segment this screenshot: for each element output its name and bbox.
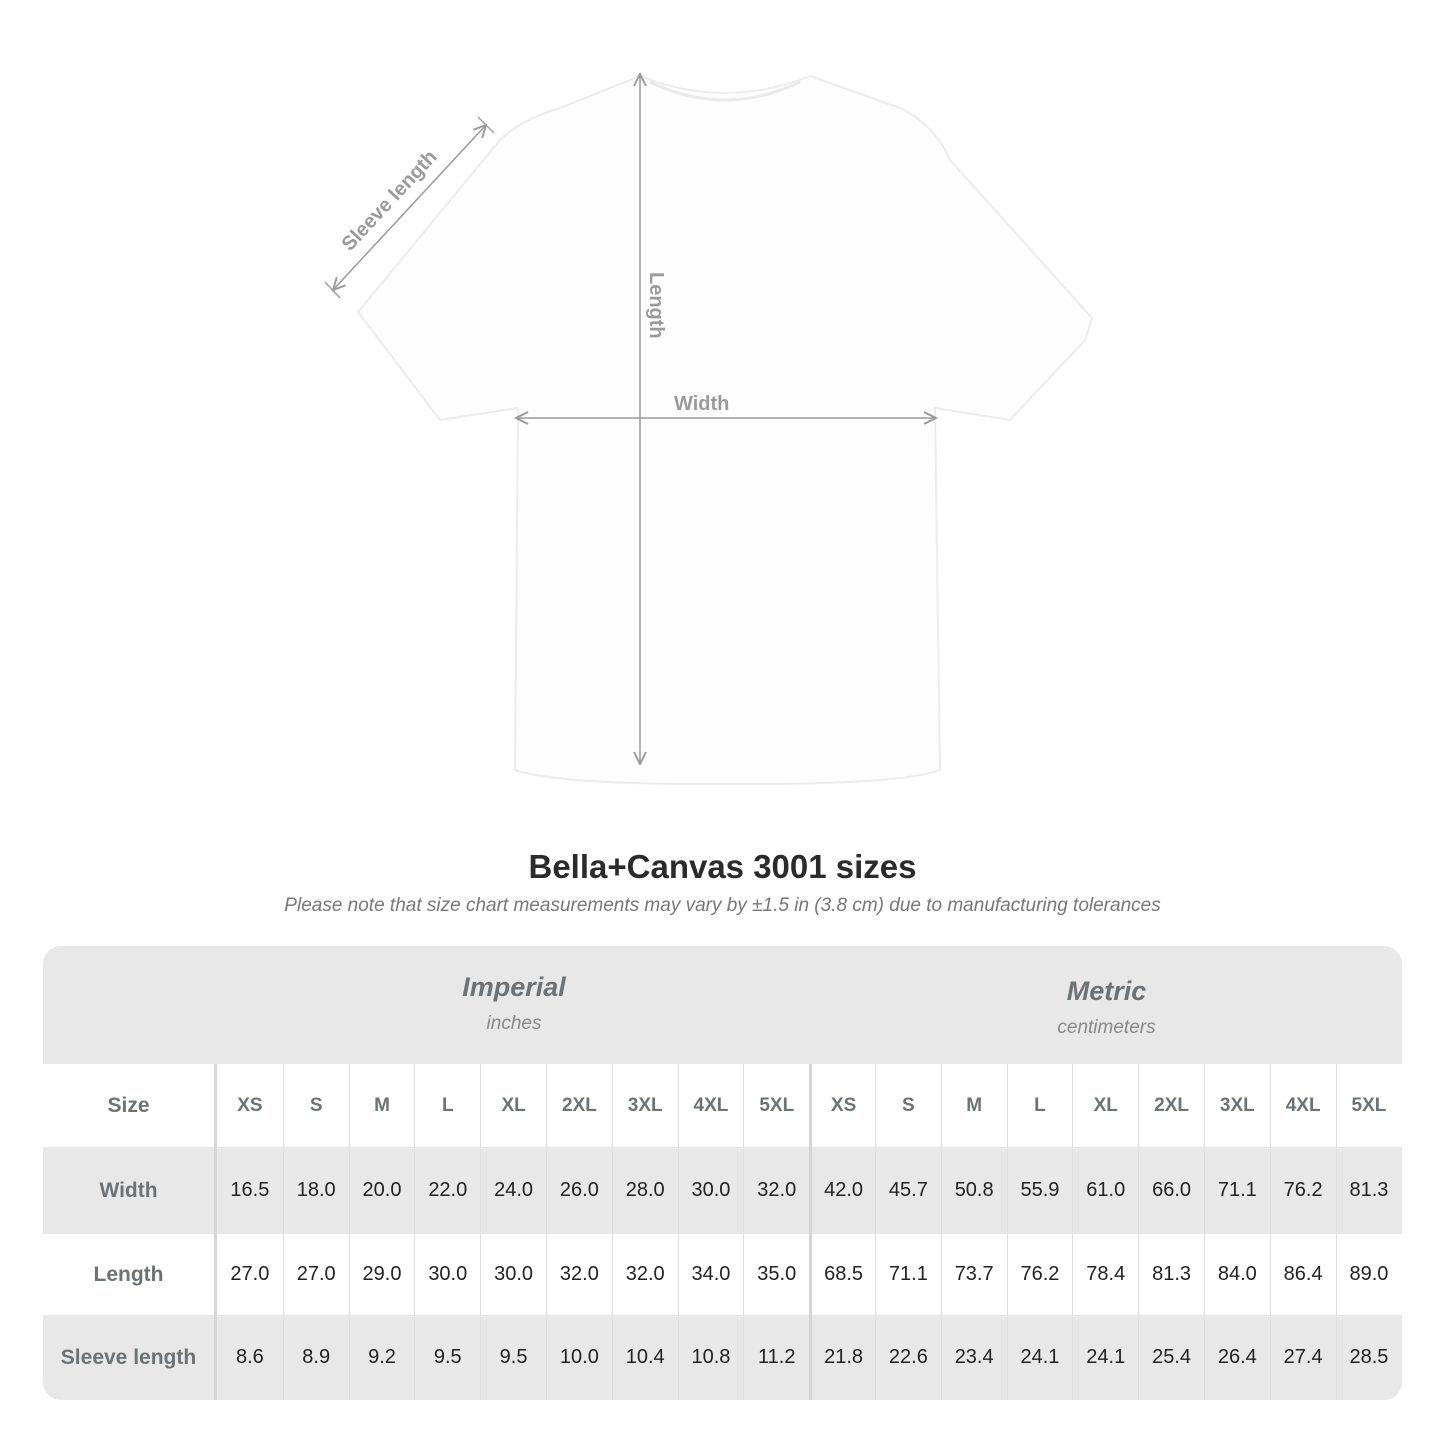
value-cell-imperial: 30.0 (480, 1234, 546, 1315)
value-cell-metric: 25.4 (1138, 1315, 1204, 1400)
value-cell-imperial: 10.0 (545, 1315, 612, 1400)
length-label: Length (645, 272, 667, 339)
value-cell-imperial: 35.0 (743, 1234, 809, 1315)
size-header-metric: 5XL (1335, 1064, 1402, 1147)
size-header-metric: XS (809, 1064, 875, 1147)
value-cell-imperial: 10.8 (677, 1315, 744, 1400)
value-cell-imperial: 32.0 (545, 1234, 612, 1315)
size-header-imperial: S (282, 1064, 349, 1147)
value-cell-metric: 84.0 (1203, 1234, 1270, 1315)
value-cell-metric: 73.7 (940, 1234, 1007, 1315)
imperial-title: Imperial (462, 972, 566, 1002)
table-row: Sleeve length 8.6 8.9 9.2 9.5 9.5 10.0 10.4 10.8… (43, 1315, 1402, 1400)
size-row: Size XS S M L XL 2XL 3XL 4XL 5XL XS S M L XL 2XL 3XL 4XL 5… (43, 1064, 1402, 1147)
value-cell-imperial: 9.5 (414, 1315, 480, 1400)
size-header-imperial: M (348, 1064, 415, 1147)
value-cell-imperial: 30.0 (414, 1234, 480, 1315)
table-row: Width 16.5 18.0 20.0 22.0 24.0 26.0 28.0 30.0 32.… (43, 1147, 1402, 1234)
value-cell-imperial: 34.0 (677, 1234, 744, 1315)
size-header-imperial: XL (480, 1064, 546, 1147)
value-cell-metric: 55.9 (1006, 1147, 1073, 1234)
value-cell-metric: 81.3 (1138, 1234, 1204, 1315)
tshirt-shape (356, 74, 1094, 786)
value-cell-metric: 71.1 (874, 1234, 941, 1315)
size-header-metric: 4XL (1269, 1064, 1336, 1147)
value-cell-imperial: 18.0 (282, 1147, 349, 1234)
page-title: Bella+Canvas 3001 sizes (528, 848, 917, 885)
value-cell-metric: 81.3 (1335, 1147, 1402, 1234)
imperial-header: Imperial inches (217, 946, 811, 1064)
value-cell-imperial: 29.0 (348, 1234, 415, 1315)
tshirt-diagram: Sleeve length Length Width (324, 0, 1094, 786)
size-header-imperial: 4XL (677, 1064, 744, 1147)
value-cell-imperial: 20.0 (348, 1147, 415, 1234)
row-label: Size (43, 1064, 217, 1147)
size-table: Imperial inches Metric centimeters Size X… (43, 946, 1402, 1400)
tolerance-note: Please note that size chart measurements… (284, 895, 1161, 916)
size-header-imperial: 5XL (743, 1064, 809, 1147)
size-header-metric: M (940, 1064, 1007, 1147)
size-header-metric: 3XL (1203, 1064, 1270, 1147)
value-cell-imperial: 32.0 (743, 1147, 809, 1234)
metric-header: Metric centimeters (811, 946, 1402, 1064)
size-header-metric: S (874, 1064, 941, 1147)
value-cell-metric: 27.4 (1269, 1315, 1336, 1400)
value-cell-imperial: 32.0 (611, 1234, 678, 1315)
value-cell-metric: 86.4 (1269, 1234, 1336, 1315)
value-cell-imperial: 28.0 (611, 1147, 678, 1234)
value-cell-imperial: 9.5 (480, 1315, 546, 1400)
value-cell-imperial: 27.0 (282, 1234, 349, 1315)
value-cell-metric: 23.4 (940, 1315, 1007, 1400)
value-cell-imperial: 10.4 (611, 1315, 678, 1400)
value-cell-metric: 50.8 (940, 1147, 1007, 1234)
table-row: Length 27.0 27.0 29.0 30.0 30.0 32.0 32.0 34.0 35… (43, 1234, 1402, 1315)
metric-title: Metric (1066, 976, 1147, 1006)
value-cell-metric: 71.1 (1203, 1147, 1270, 1234)
value-cell-imperial: 26.0 (545, 1147, 612, 1234)
width-label: Width (674, 393, 729, 415)
value-cell-metric: 78.4 (1072, 1234, 1138, 1315)
row-label: Sleeve length (43, 1315, 217, 1400)
size-header-metric: L (1006, 1064, 1073, 1147)
value-cell-metric: 21.8 (809, 1315, 875, 1400)
value-cell-imperial: 22.0 (414, 1147, 480, 1234)
value-cell-metric: 24.1 (1006, 1315, 1073, 1400)
size-header-imperial: 2XL (545, 1064, 612, 1147)
value-cell-imperial: 8.6 (235, 1346, 264, 1368)
value-cell-imperial: 27.0 (230, 1263, 270, 1285)
value-cell-imperial: 11.2 (743, 1315, 809, 1400)
value-cell-imperial: 9.2 (348, 1315, 415, 1400)
value-cell-metric: 22.6 (874, 1315, 941, 1400)
value-cell-metric: 76.2 (1269, 1147, 1336, 1234)
size-header-metric: 2XL (1138, 1064, 1204, 1147)
value-cell-metric: 68.5 (809, 1234, 875, 1315)
metric-unit: centimeters (1057, 1017, 1156, 1038)
value-cell-metric: 42.0 (809, 1147, 875, 1234)
size-header-imperial: L (414, 1064, 480, 1147)
value-cell-imperial: 16.5 (230, 1179, 270, 1201)
size-header-metric: XL (1072, 1064, 1138, 1147)
value-cell-metric: 24.1 (1072, 1315, 1138, 1400)
value-cell-metric: 89.0 (1335, 1234, 1402, 1315)
value-cell-metric: 28.5 (1335, 1315, 1402, 1400)
size-header-imperial: 3XL (611, 1064, 678, 1147)
value-cell-metric: 66.0 (1138, 1147, 1204, 1234)
value-cell-metric: 45.7 (874, 1147, 941, 1234)
value-cell-metric: 61.0 (1072, 1147, 1138, 1234)
sleeve-length-arrow (333, 125, 486, 290)
value-cell-metric: 76.2 (1006, 1234, 1073, 1315)
row-label: Length (43, 1234, 217, 1315)
value-cell-imperial: 30.0 (677, 1147, 744, 1234)
imperial-unit: inches (486, 1013, 542, 1034)
value-cell-imperial: 24.0 (480, 1147, 546, 1234)
size-header-imperial: XS (237, 1094, 263, 1116)
row-label: Width (43, 1147, 217, 1234)
value-cell-imperial: 8.9 (282, 1315, 349, 1400)
value-cell-metric: 26.4 (1203, 1315, 1270, 1400)
